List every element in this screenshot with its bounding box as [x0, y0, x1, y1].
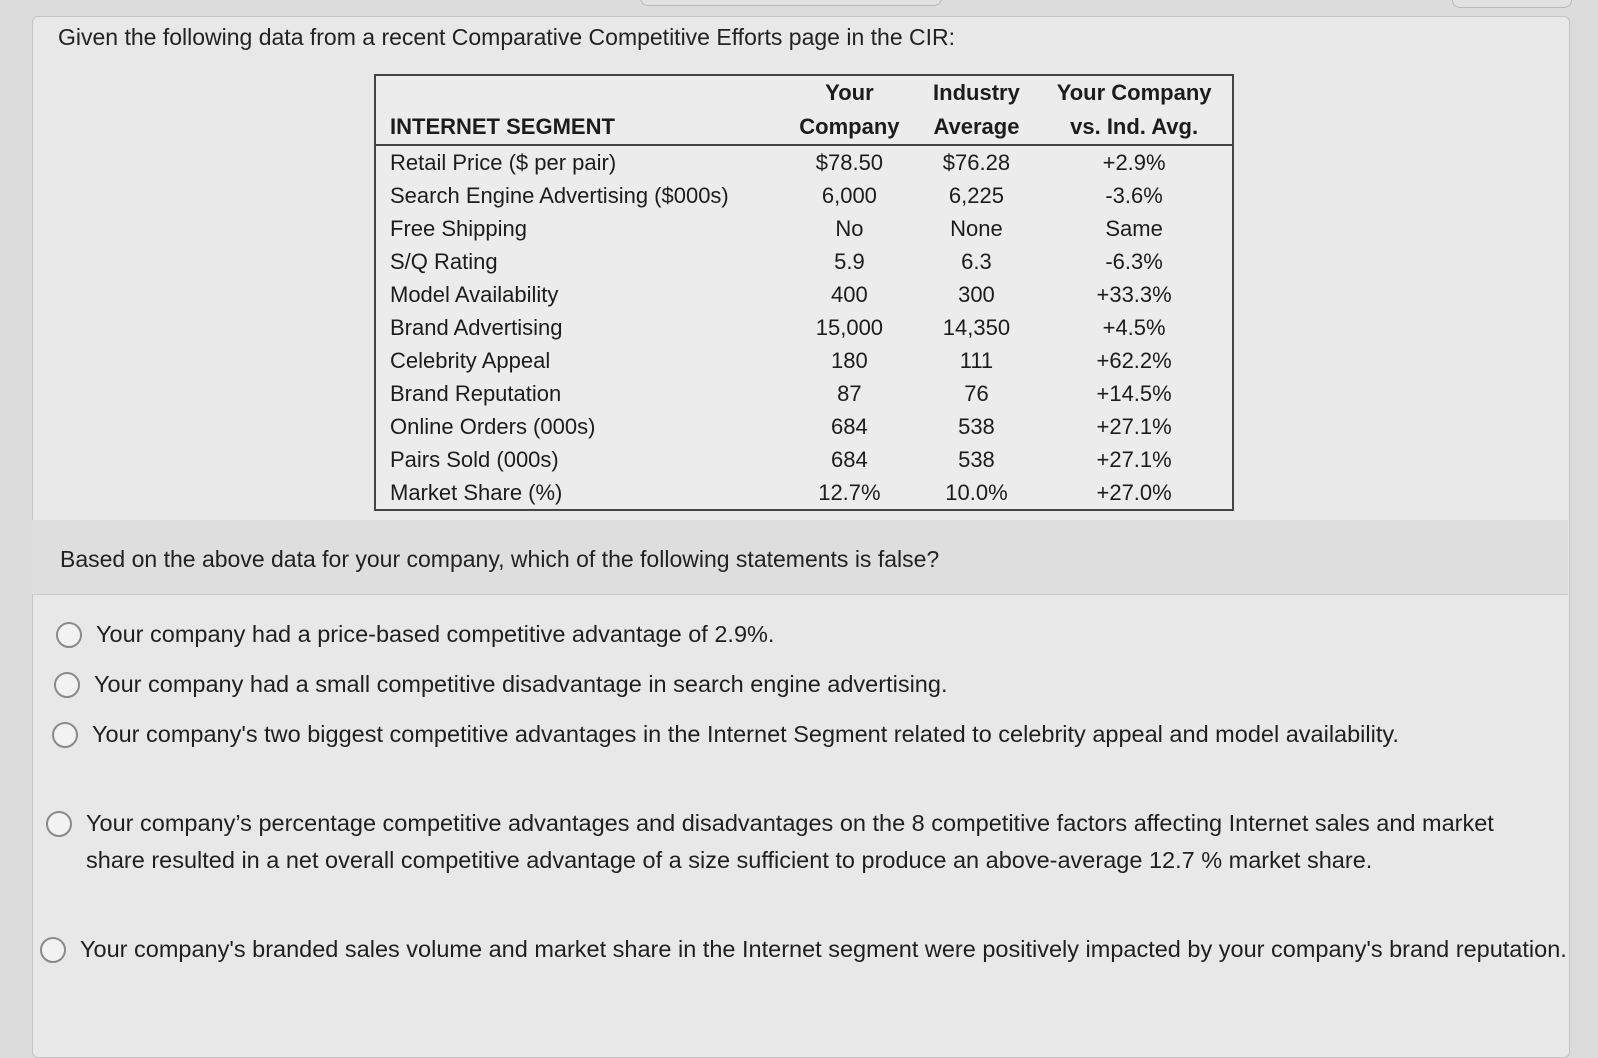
- row-label: Brand Advertising: [390, 315, 563, 340]
- row-yours: 5.9: [834, 249, 865, 274]
- header-industry-line1: Industry: [933, 80, 1020, 105]
- row-industry: 538: [958, 414, 995, 439]
- header-your-company-line1: Your: [825, 80, 874, 105]
- row-vs: +4.5%: [1102, 315, 1166, 340]
- answer-option-text: Your company's two biggest competitive a…: [92, 721, 1399, 747]
- table-header-row-2: INTERNET SEGMENT Company Average vs. Ind…: [375, 110, 1233, 146]
- answer-option-text: Your company had a price-based competiti…: [96, 621, 775, 647]
- row-label: Pairs Sold (000s): [390, 447, 559, 472]
- row-vs: +27.1%: [1096, 414, 1172, 439]
- table-row: Model Availability 400 300 +33.3%: [375, 278, 1233, 311]
- question-text: Based on the above data for your company…: [60, 546, 940, 572]
- row-vs: +14.5%: [1096, 381, 1172, 406]
- answer-option-text: Your company's branded sales volume and …: [80, 936, 1567, 962]
- radio-button[interactable]: [56, 622, 82, 648]
- row-industry: 300: [958, 282, 995, 307]
- row-industry: $76.28: [942, 150, 1011, 175]
- row-industry: 111: [959, 348, 994, 373]
- answer-option-1[interactable]: Your company had a price-based competiti…: [56, 616, 1516, 653]
- table-row: Retail Price ($ per pair) $78.50 $76.28 +2.…: [375, 145, 1233, 179]
- row-vs: +27.1%: [1096, 447, 1172, 472]
- table-row: Free Shipping No None Same: [375, 212, 1233, 245]
- table-row: Brand Reputation 87 76 +14.5%: [375, 377, 1233, 410]
- row-industry: None: [950, 216, 1003, 241]
- row-label: S/Q Rating: [390, 249, 498, 274]
- answer-option-2[interactable]: Your company had a small competitive dis…: [54, 666, 1514, 703]
- answer-option-3[interactable]: Your company's two biggest competitive a…: [52, 716, 1442, 753]
- row-yours: 87: [837, 381, 862, 406]
- answer-option-5[interactable]: Your company's branded sales volume and …: [40, 931, 1570, 968]
- top-tab-right: [1452, 0, 1572, 8]
- row-label: Retail Price ($ per pair): [390, 150, 617, 175]
- row-label: Market Share (%): [390, 480, 563, 505]
- question-band: [32, 520, 1568, 595]
- row-yours: 180: [831, 348, 868, 373]
- table-row: Market Share (%) 12.7% 10.0% +27.0%: [375, 476, 1233, 510]
- row-vs: +27.0%: [1096, 480, 1172, 505]
- row-label: Celebrity Appeal: [390, 348, 551, 373]
- row-label: Brand Reputation: [390, 381, 562, 406]
- row-label: Search Engine Advertising ($000s): [390, 183, 729, 208]
- header-vs-line2: vs. Ind. Avg.: [1036, 110, 1233, 146]
- radio-button[interactable]: [46, 811, 72, 837]
- row-industry: 14,350: [942, 315, 1011, 340]
- answer-option-4[interactable]: Your company’s percentage competitive ad…: [46, 805, 1546, 879]
- row-yours: No: [835, 216, 864, 241]
- radio-button[interactable]: [52, 722, 78, 748]
- header-vs-line1: Your Company: [1056, 80, 1212, 105]
- row-yours: 12.7%: [818, 480, 881, 505]
- row-vs: +2.9%: [1102, 150, 1166, 175]
- row-label: Free Shipping: [390, 216, 527, 241]
- header-segment-spacer: [375, 75, 782, 110]
- row-industry: 538: [958, 447, 995, 472]
- cir-table: Your Industry Your Company INTERNET SEGM…: [374, 74, 1234, 511]
- radio-button[interactable]: [54, 672, 80, 698]
- row-yours: 684: [831, 414, 868, 439]
- row-industry: 6.3: [961, 249, 992, 274]
- table-header-row-1: Your Industry Your Company: [375, 75, 1233, 110]
- row-vs: -6.3%: [1105, 249, 1163, 274]
- row-label: Model Availability: [390, 282, 559, 307]
- radio-button[interactable]: [40, 937, 66, 963]
- row-yours: $78.50: [815, 150, 884, 175]
- row-yours: 400: [831, 282, 868, 307]
- header-industry-line2: Average: [916, 110, 1037, 146]
- row-yours: 15,000: [815, 315, 884, 340]
- row-industry: 10.0%: [945, 480, 1008, 505]
- row-yours: 684: [831, 447, 868, 472]
- table-row: Online Orders (000s) 684 538 +27.1%: [375, 410, 1233, 443]
- row-industry: 76: [964, 381, 989, 406]
- row-industry: 6,225: [948, 183, 1004, 208]
- table-row: Brand Advertising 15,000 14,350 +4.5%: [375, 311, 1233, 344]
- answer-option-text: Your company’s percentage competitive ad…: [86, 810, 1494, 873]
- intro-text: Given the following data from a recent C…: [58, 24, 956, 50]
- row-vs: -3.6%: [1105, 183, 1163, 208]
- table-row: Celebrity Appeal 180 111 +62.2%: [375, 344, 1233, 377]
- table-row: Search Engine Advertising ($000s) 6,000 6,…: [375, 179, 1233, 212]
- row-vs: Same: [1105, 216, 1163, 241]
- table-row: S/Q Rating 5.9 6.3 -6.3%: [375, 245, 1233, 278]
- answer-option-text: Your company had a small competitive dis…: [94, 671, 948, 697]
- header-segment: INTERNET SEGMENT: [375, 110, 783, 146]
- row-label: Online Orders (000s): [390, 414, 596, 439]
- table-row: Pairs Sold (000s) 684 538 +27.1%: [375, 443, 1233, 476]
- top-tab-left: [640, 0, 942, 6]
- header-your-company-line2: Company: [782, 110, 917, 146]
- row-yours: 6,000: [821, 183, 877, 208]
- row-vs: +62.2%: [1096, 348, 1172, 373]
- row-vs: +33.3%: [1096, 282, 1172, 307]
